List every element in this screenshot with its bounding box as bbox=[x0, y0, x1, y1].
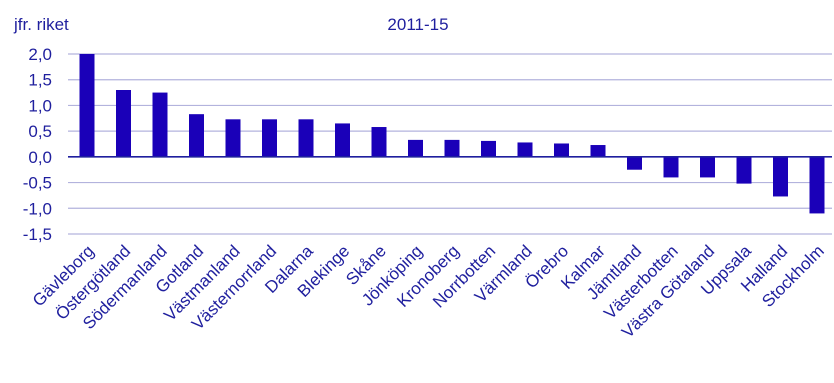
y-tick-label: 0,0 bbox=[28, 148, 52, 167]
y-tick-label: -0,5 bbox=[23, 174, 52, 193]
bar bbox=[152, 92, 168, 157]
y-axis-ticks: 2,0 1,5 1,0 0,5 0,0 -0,5 -1,0 -1,5 bbox=[23, 45, 52, 244]
bar bbox=[663, 156, 679, 178]
bar bbox=[371, 127, 387, 157]
bar bbox=[408, 139, 423, 157]
y-axis-unit-label: jfr. riket bbox=[13, 15, 69, 34]
bar bbox=[444, 139, 460, 157]
y-tick-label: 0,5 bbox=[28, 122, 52, 141]
y-tick-label: -1,0 bbox=[23, 199, 52, 218]
bar bbox=[517, 142, 533, 157]
bar bbox=[773, 156, 788, 197]
bar bbox=[116, 90, 131, 157]
bar bbox=[736, 156, 752, 184]
bar bbox=[189, 114, 204, 157]
bar bbox=[262, 119, 277, 157]
bar bbox=[79, 54, 95, 157]
bar bbox=[700, 156, 715, 178]
chart-title: 2011-15 bbox=[387, 15, 448, 34]
bars bbox=[79, 54, 825, 214]
y-tick-label: -1,5 bbox=[23, 225, 52, 244]
bar bbox=[225, 119, 241, 157]
bar bbox=[554, 143, 569, 157]
bar bbox=[481, 140, 496, 157]
bar bbox=[298, 119, 314, 157]
category-labels: GävleborgÖstergötlandSödermanlandGotland… bbox=[29, 241, 828, 342]
bar bbox=[809, 156, 825, 214]
bar bbox=[335, 123, 350, 157]
y-tick-label: 1,0 bbox=[28, 96, 52, 115]
bar bbox=[627, 156, 642, 170]
y-tick-label: 1,5 bbox=[28, 71, 52, 90]
y-tick-label: 2,0 bbox=[28, 45, 52, 64]
bar bbox=[590, 145, 606, 157]
